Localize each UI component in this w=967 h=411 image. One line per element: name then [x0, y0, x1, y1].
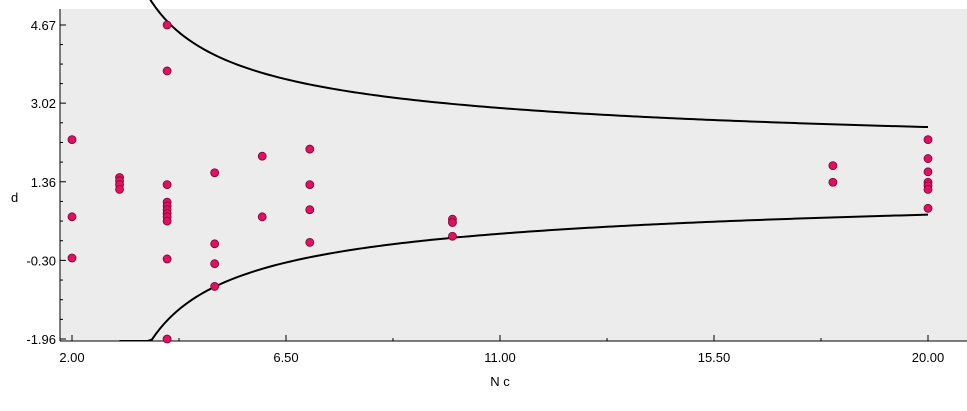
y-axis-label: d — [11, 190, 18, 205]
plot-background — [60, 9, 967, 341]
data-point — [67, 135, 77, 145]
data-point — [257, 151, 267, 161]
data-point — [162, 254, 172, 264]
data-point — [67, 212, 77, 222]
data-point — [210, 239, 220, 249]
y-tick-label: 3.02 — [31, 96, 56, 111]
data-point — [115, 184, 124, 194]
data-point — [305, 144, 315, 154]
data-point — [67, 253, 77, 263]
lower-confidence-curve — [119, 213, 929, 341]
data-point — [162, 216, 172, 226]
x-axis-label: N c — [490, 374, 510, 389]
data-point — [305, 237, 315, 247]
data-point — [257, 212, 267, 222]
data-point — [162, 334, 172, 344]
data-point — [923, 167, 933, 177]
x-tick-label: 11.00 — [484, 350, 516, 365]
data-points — [67, 20, 933, 344]
data-point — [305, 205, 315, 215]
upper-confidence-curve — [149, 0, 929, 129]
y-tick-label: 4.67 — [31, 18, 56, 33]
data-point — [923, 184, 933, 194]
data-point — [210, 168, 220, 178]
data-point — [305, 180, 315, 190]
data-point — [828, 161, 838, 171]
y-axis: -1.96 -0.30 1.36 3.02 4.67 — [26, 9, 66, 347]
data-point — [210, 259, 220, 269]
data-point — [828, 177, 838, 187]
data-point — [210, 282, 220, 291]
y-tick-label: 1.36 — [31, 175, 56, 190]
data-point — [162, 180, 172, 190]
x-tick-label: 2.00 — [59, 350, 84, 365]
x-tick-label: 6.50 — [273, 350, 298, 365]
data-point — [448, 218, 457, 227]
x-tick-label: 20.00 — [912, 350, 945, 365]
x-tick-label: 15.50 — [698, 350, 731, 365]
y-tick-label: -0.30 — [26, 253, 56, 268]
data-point — [162, 66, 172, 76]
x-axis: 2.00 6.50 11.00 15.50 20.00 — [59, 335, 967, 365]
funnel-curves — [119, 0, 929, 341]
data-point — [923, 154, 933, 163]
data-point — [923, 135, 933, 145]
data-point — [923, 203, 933, 213]
data-point — [448, 231, 457, 241]
data-point — [162, 20, 172, 30]
y-tick-label: -1.96 — [26, 332, 56, 347]
